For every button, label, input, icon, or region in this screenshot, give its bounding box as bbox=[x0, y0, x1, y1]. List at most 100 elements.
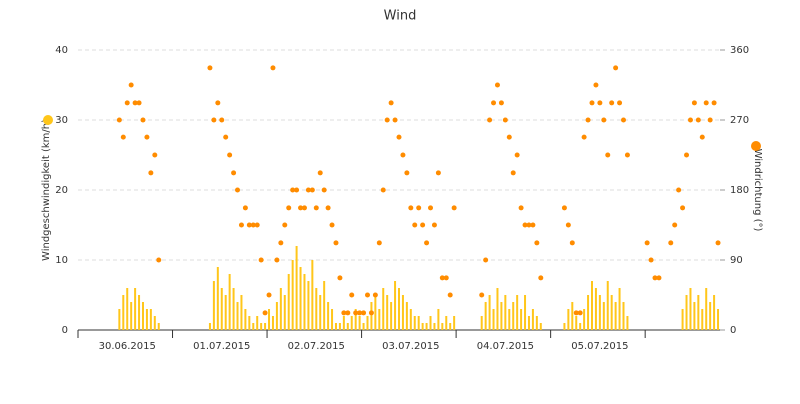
speed-bar bbox=[208, 323, 211, 330]
direction-dot bbox=[597, 100, 603, 106]
direction-dot bbox=[506, 134, 512, 140]
speed-bar bbox=[374, 295, 377, 330]
speed-bar bbox=[130, 302, 133, 330]
direction-dot bbox=[246, 222, 252, 228]
direction-dot bbox=[124, 100, 130, 106]
direction-dot bbox=[274, 257, 280, 263]
direction-dot bbox=[522, 222, 528, 228]
speed-bar bbox=[358, 316, 361, 330]
speed-bar bbox=[480, 316, 483, 330]
direction-dot bbox=[408, 205, 414, 211]
speed-bar bbox=[268, 309, 271, 330]
direction-dot bbox=[357, 310, 363, 316]
speed-bar bbox=[149, 309, 152, 330]
direction-dot bbox=[589, 100, 595, 106]
speed-bar bbox=[508, 309, 511, 330]
direction-dot bbox=[703, 100, 709, 106]
speed-bar bbox=[421, 323, 424, 330]
speed-bar bbox=[244, 309, 247, 330]
speed-bar bbox=[492, 309, 495, 330]
direction-dot bbox=[333, 240, 339, 246]
chart-title: Wind bbox=[384, 9, 417, 24]
y-tick-label: 30 bbox=[55, 115, 68, 126]
direction-dot bbox=[215, 100, 221, 106]
speed-bar bbox=[319, 295, 322, 330]
speed-bar bbox=[138, 295, 141, 330]
y-tick-label: 20 bbox=[55, 185, 68, 196]
direction-dot bbox=[116, 117, 122, 123]
y2-tick-label: 270 bbox=[730, 115, 749, 126]
direction-dot bbox=[672, 222, 678, 228]
direction-dot bbox=[128, 82, 134, 88]
y-tick-label: 10 bbox=[55, 255, 68, 266]
speed-bar bbox=[275, 302, 278, 330]
direction-dot bbox=[325, 205, 331, 211]
direction-dot bbox=[404, 170, 410, 176]
speed-bar bbox=[118, 309, 121, 330]
direction-dot bbox=[152, 152, 158, 158]
speed-bar bbox=[311, 260, 314, 330]
direction-dot bbox=[120, 134, 126, 140]
speed-bar bbox=[622, 302, 625, 330]
speed-bar bbox=[287, 274, 290, 330]
speed-bar bbox=[689, 288, 692, 330]
direction-dot bbox=[534, 240, 540, 246]
speed-bar bbox=[141, 302, 144, 330]
speed-bar bbox=[598, 295, 601, 330]
direction-dot bbox=[510, 170, 516, 176]
speed-bar bbox=[709, 302, 712, 330]
direction-dot bbox=[526, 222, 532, 228]
speed-bar bbox=[587, 295, 590, 330]
direction-dot bbox=[290, 187, 296, 193]
speed-bar bbox=[366, 316, 369, 330]
direction-dot bbox=[207, 65, 213, 71]
x-tick-label: 02.07.2015 bbox=[288, 341, 345, 352]
x-tick-label: 30.06.2015 bbox=[99, 341, 156, 352]
speed-bar bbox=[524, 295, 527, 330]
speed-bar bbox=[350, 316, 353, 330]
y-tick-label: 40 bbox=[55, 45, 68, 56]
speed-bar bbox=[264, 323, 267, 330]
speed-bar bbox=[583, 309, 586, 330]
speed-bar bbox=[220, 288, 223, 330]
direction-dot bbox=[530, 222, 536, 228]
direction-dot bbox=[286, 205, 292, 211]
speed-bar bbox=[488, 295, 491, 330]
direction-dot bbox=[227, 152, 233, 158]
speed-bar bbox=[429, 316, 432, 330]
direction-dot bbox=[711, 100, 717, 106]
speed-bar bbox=[279, 288, 282, 330]
y-legend-marker bbox=[43, 115, 53, 125]
direction-dot bbox=[345, 310, 351, 316]
speed-bar bbox=[362, 323, 365, 330]
speed-bar bbox=[248, 316, 251, 330]
speed-bar bbox=[701, 309, 704, 330]
direction-dot bbox=[337, 275, 343, 281]
direction-dot bbox=[361, 310, 367, 316]
direction-dot bbox=[321, 187, 327, 193]
direction-dot bbox=[581, 134, 587, 140]
speed-bar bbox=[157, 323, 160, 330]
speed-bar bbox=[252, 323, 255, 330]
direction-dot bbox=[380, 187, 386, 193]
direction-dot bbox=[443, 275, 449, 281]
direction-dot bbox=[235, 187, 241, 193]
direction-dot bbox=[305, 187, 311, 193]
x-tick-label: 01.07.2015 bbox=[193, 341, 250, 352]
direction-dot bbox=[301, 205, 307, 211]
direction-dot bbox=[384, 117, 390, 123]
speed-bar bbox=[535, 316, 538, 330]
speed-bar bbox=[323, 281, 326, 330]
direction-dot bbox=[621, 117, 627, 123]
direction-dot bbox=[656, 275, 662, 281]
speed-bar bbox=[693, 302, 696, 330]
direction-dot bbox=[238, 222, 244, 228]
speed-bar bbox=[512, 302, 515, 330]
y2-tick-label: 0 bbox=[730, 325, 736, 336]
speed-bar bbox=[401, 295, 404, 330]
direction-dot bbox=[258, 257, 264, 263]
speed-bar bbox=[590, 281, 593, 330]
speed-bar bbox=[331, 309, 334, 330]
direction-dot bbox=[498, 100, 504, 106]
speed-bar bbox=[303, 274, 306, 330]
